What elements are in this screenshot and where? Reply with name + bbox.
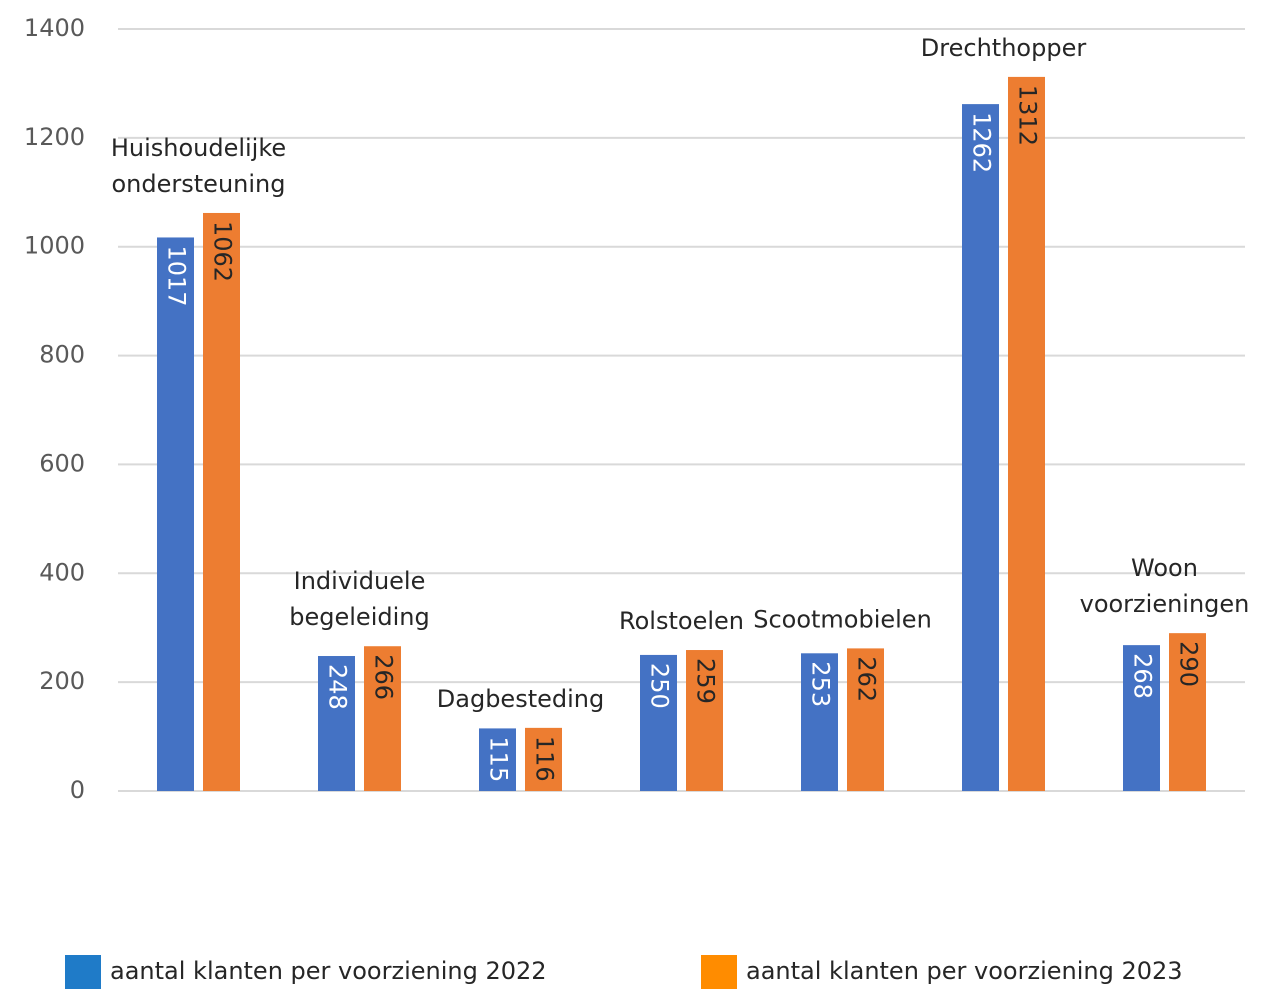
bar	[847, 648, 884, 791]
value-label: 1062	[209, 221, 237, 282]
category-label: begeleiding	[289, 603, 429, 631]
category-label: ondersteuning	[112, 170, 286, 198]
bar	[157, 237, 194, 791]
bar	[801, 653, 838, 791]
bar	[525, 727, 562, 791]
category-label: Huishoudelijke	[111, 134, 286, 162]
value-label: 262	[853, 656, 881, 702]
value-label: 266	[370, 654, 398, 700]
y-tick-label: 200	[39, 667, 85, 695]
value-label: 248	[324, 664, 352, 710]
legend-swatch	[701, 955, 737, 989]
y-tick-label: 400	[39, 558, 85, 586]
value-label: 290	[1175, 641, 1203, 687]
y-tick-label: 800	[39, 341, 85, 369]
bar	[640, 654, 677, 791]
legend-swatch	[65, 955, 101, 989]
y-tick-label: 0	[70, 776, 85, 804]
bar	[364, 646, 401, 791]
bar	[318, 656, 355, 791]
value-label: 268	[1129, 653, 1157, 699]
category-label: Rolstoelen	[619, 607, 744, 635]
category-label: Scootmobielen	[753, 605, 932, 633]
bar	[203, 212, 240, 791]
bar	[1008, 76, 1045, 791]
category-label: Dagbesteding	[437, 685, 604, 713]
y-tick-label: 600	[39, 449, 85, 477]
value-label: 259	[692, 658, 720, 704]
y-tick-label: 1400	[24, 14, 85, 42]
bar	[1169, 633, 1206, 791]
category-label: voorzieningen	[1080, 590, 1250, 618]
y-tick-label: 1000	[24, 232, 85, 260]
category-label: Drechthopper	[921, 34, 1087, 62]
bar	[962, 104, 999, 791]
value-label: 1312	[1014, 85, 1042, 146]
value-label: 115	[485, 736, 513, 782]
bar	[479, 728, 516, 791]
value-label: 253	[807, 661, 835, 707]
legend-label: aantal klanten per voorziening 2022	[110, 957, 547, 985]
category-label: Woon	[1131, 554, 1198, 582]
bar	[686, 650, 723, 791]
legend-label: aantal klanten per voorziening 2023	[746, 957, 1183, 985]
value-label: 1262	[968, 112, 996, 173]
value-label: 1017	[163, 245, 191, 306]
bar	[1123, 645, 1160, 791]
y-tick-label: 1200	[24, 123, 85, 151]
category-label: Individuele	[294, 567, 426, 595]
value-label: 250	[646, 663, 674, 709]
value-label: 116	[531, 736, 559, 782]
